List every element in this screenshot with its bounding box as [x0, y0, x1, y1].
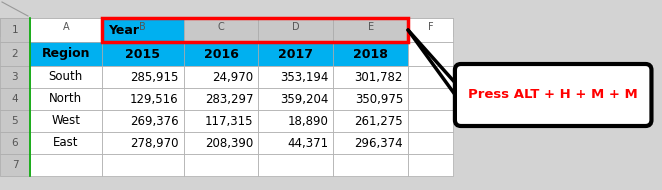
Text: Press ALT + H + M + M: Press ALT + H + M + M	[468, 89, 638, 101]
Bar	[183, 18, 258, 42]
Text: 7: 7	[12, 160, 19, 170]
Bar	[183, 66, 258, 88]
Text: 2016: 2016	[203, 48, 238, 60]
Text: 4: 4	[12, 94, 19, 104]
Bar	[258, 154, 333, 176]
Bar	[0, 154, 30, 176]
Bar	[258, 88, 333, 110]
Text: B: B	[139, 22, 146, 32]
Bar	[183, 88, 258, 110]
Bar	[258, 18, 333, 42]
Bar	[0, 18, 30, 36]
Text: 296,374: 296,374	[354, 136, 403, 150]
Bar	[408, 88, 453, 110]
Bar	[0, 18, 30, 42]
Bar	[102, 154, 183, 176]
Bar	[333, 42, 408, 66]
Bar	[30, 18, 102, 36]
Bar	[30, 18, 102, 42]
Bar	[408, 18, 453, 42]
Bar	[258, 66, 333, 88]
Text: C: C	[218, 22, 224, 32]
Bar	[333, 154, 408, 176]
Bar	[102, 18, 183, 42]
Bar	[0, 110, 30, 132]
Bar	[258, 18, 333, 36]
Text: 301,782: 301,782	[355, 70, 403, 83]
Text: 6: 6	[12, 138, 19, 148]
Bar	[102, 18, 408, 42]
Text: 208,390: 208,390	[205, 136, 254, 150]
Text: D: D	[292, 22, 300, 32]
Bar	[102, 18, 183, 36]
Bar	[102, 42, 183, 66]
Bar	[333, 88, 408, 110]
Text: West: West	[52, 115, 80, 127]
Text: 350,975: 350,975	[355, 93, 403, 105]
Text: 353,194: 353,194	[280, 70, 328, 83]
Bar	[183, 110, 258, 132]
Bar	[30, 110, 102, 132]
Bar	[333, 66, 408, 88]
Text: 2018: 2018	[354, 48, 388, 60]
Text: 129,516: 129,516	[130, 93, 179, 105]
Bar	[408, 132, 453, 154]
Bar	[30, 154, 102, 176]
Bar	[30, 132, 102, 154]
Bar	[183, 18, 258, 36]
Bar	[408, 18, 453, 36]
Bar	[258, 110, 333, 132]
Text: 2015: 2015	[125, 48, 160, 60]
Bar	[0, 66, 30, 88]
Text: 24,970: 24,970	[213, 70, 254, 83]
Text: 285,915: 285,915	[130, 70, 179, 83]
Text: E: E	[367, 22, 373, 32]
Bar	[408, 154, 453, 176]
Text: 44,371: 44,371	[287, 136, 328, 150]
Bar	[333, 132, 408, 154]
Bar	[102, 132, 183, 154]
Bar	[333, 18, 408, 36]
Text: East: East	[53, 136, 79, 150]
Text: F: F	[428, 22, 434, 32]
Text: 283,297: 283,297	[205, 93, 254, 105]
Bar	[408, 42, 453, 66]
Bar	[183, 154, 258, 176]
Bar	[0, 88, 30, 110]
Bar	[408, 66, 453, 88]
Text: 18,890: 18,890	[287, 115, 328, 127]
Text: 3: 3	[12, 72, 19, 82]
Bar	[102, 110, 183, 132]
Bar	[333, 18, 408, 42]
Bar	[102, 66, 183, 88]
Bar	[408, 110, 453, 132]
Bar	[30, 42, 102, 66]
Text: Region: Region	[42, 48, 90, 60]
Text: 117,315: 117,315	[205, 115, 254, 127]
Text: 5: 5	[12, 116, 19, 126]
Bar	[258, 132, 333, 154]
Text: 359,204: 359,204	[280, 93, 328, 105]
Bar	[183, 132, 258, 154]
Text: 261,275: 261,275	[354, 115, 403, 127]
Bar	[258, 42, 333, 66]
Text: 1: 1	[12, 25, 19, 35]
Bar	[183, 42, 258, 66]
FancyBboxPatch shape	[455, 64, 651, 126]
Bar	[102, 88, 183, 110]
Bar	[0, 42, 30, 66]
Text: A: A	[62, 22, 69, 32]
Bar	[333, 110, 408, 132]
Text: 2: 2	[12, 49, 19, 59]
Bar	[30, 88, 102, 110]
Text: South: South	[49, 70, 83, 83]
Text: North: North	[49, 93, 82, 105]
Text: Year: Year	[108, 24, 139, 36]
Text: 2017: 2017	[278, 48, 313, 60]
Text: 269,376: 269,376	[130, 115, 179, 127]
Bar	[30, 66, 102, 88]
Bar	[0, 132, 30, 154]
Text: 278,970: 278,970	[130, 136, 179, 150]
